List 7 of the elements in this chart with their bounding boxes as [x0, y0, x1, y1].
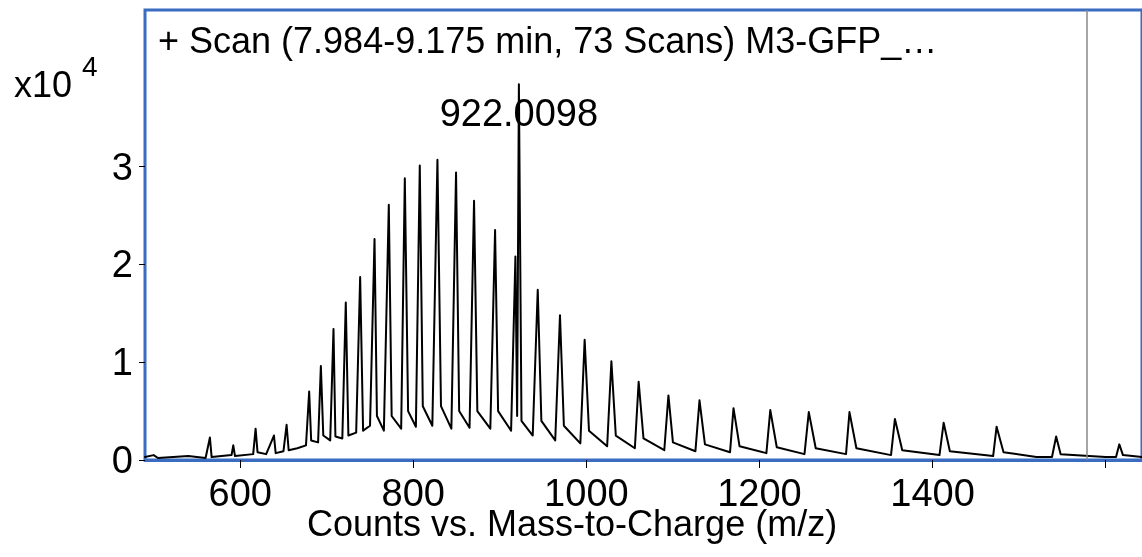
chart-title: + Scan (7.984-9.175 min, 73 Scans) M3-GFP_… [158, 19, 938, 61]
y-tick-label: 1 [111, 341, 133, 384]
y-tick-label: 2 [111, 243, 133, 286]
y-tick-label: 0 [111, 439, 133, 481]
x-tick-label: 1400 [890, 472, 975, 514]
y-tick-label: 3 [111, 145, 133, 188]
x-tick-label: 600 [208, 472, 272, 514]
